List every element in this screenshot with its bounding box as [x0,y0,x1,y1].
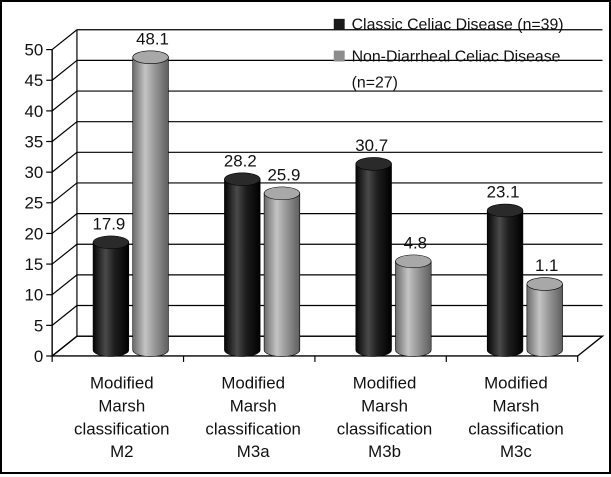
data-label: 17.9 [93,214,126,233]
y-tick-label: 5 [34,316,43,335]
x-category-label: Modified Marsh classification M3b [337,374,433,461]
bar [263,186,301,357]
y-tick-label: 0 [34,347,43,366]
bar-top [132,50,169,65]
data-label: 30.7 [355,136,388,155]
y-tick-label: 20 [24,224,43,243]
x-category-label: Modified Marsh classification M2 [74,374,169,461]
y-tick-label: 30 [24,163,43,182]
side-grid-line [51,213,78,234]
bar [395,254,432,357]
bar-top [526,277,563,291]
bar-body [263,193,301,357]
y-tick-label: 10 [24,286,43,305]
data-label: 4.8 [404,233,427,252]
data-label: 1.1 [535,256,558,275]
data-label: 23.1 [487,183,520,202]
bar [526,277,563,357]
side-grid-line [51,151,78,173]
x-category-label: Modified Marsh classification M3c [468,374,564,461]
legend-label: Non-Diarrheal Celiac Disease (n=27) [352,48,561,91]
x-category-label: Modified Marsh classification M3a [205,374,300,461]
side-grid-line [51,90,78,112]
legend: Classic Celiac Disease (n=39) Non-Diarrhe… [333,17,564,91]
data-label: 48.1 [136,29,169,48]
bar-top [355,157,392,171]
bar-body [395,261,432,357]
bar-top [486,203,524,218]
bar [132,50,169,357]
side-grid-line [51,59,78,81]
legend-swatch [333,18,345,30]
bar-top [395,254,432,269]
bar-body [224,178,261,357]
bar [92,235,130,357]
bar-body [132,56,169,357]
bar [486,203,524,357]
legend-swatch [333,50,345,62]
bar-body [486,210,524,357]
legend-label: Classic Celiac Disease (n=39) [352,17,564,34]
y-tick-label: 35 [24,132,43,151]
bar [355,157,392,357]
side-grid-line [51,182,78,204]
side-grid-line [51,274,78,296]
bar-top [92,235,130,250]
data-label: 25.9 [268,165,301,184]
side-grid-line [51,121,78,142]
label-layer: 17.9 28.2 30.7 23.1 48.1 25.9 4.8 1.1 [93,29,559,275]
y-tick-label: 15 [24,255,43,274]
y-tick-label: 40 [24,102,43,121]
y-tick-label: 50 [24,41,43,60]
side-grid-line [51,305,78,326]
bar-layer [92,50,563,357]
axis-layer: 0 5 10 15 20 25 30 35 40 45 50 Modified Marsh classif… [24,29,605,461]
bar [224,172,261,357]
chart-floor [50,335,605,357]
bar-body [92,242,130,357]
bar-body [526,283,563,357]
bar-body [355,163,392,357]
y-tick-label: 25 [24,194,43,213]
bar-top [224,172,261,186]
side-grid-line [51,29,78,51]
y-tick-label: 45 [24,71,43,90]
side-grid-line [51,243,78,265]
data-label: 28.2 [224,151,257,170]
bar-chart: 0 5 10 15 20 25 30 35 40 45 50 Modified Marsh classif… [24,17,605,461]
bar-top [263,186,301,201]
